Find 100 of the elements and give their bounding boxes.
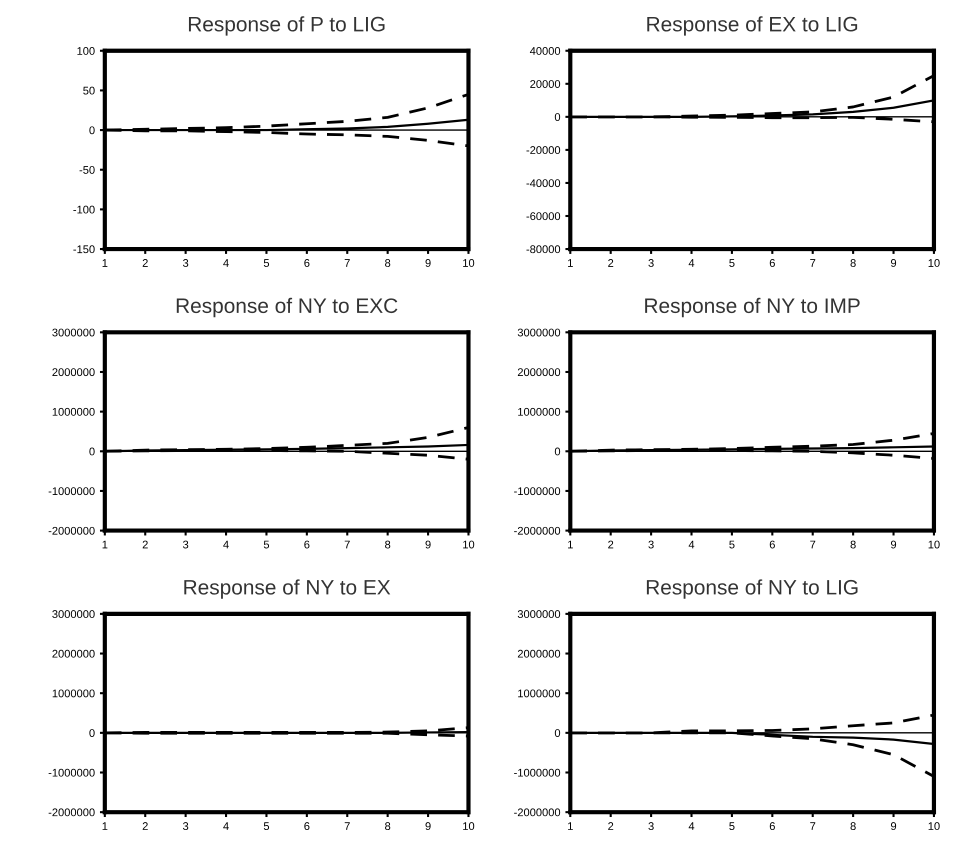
x-tick-label: 3 <box>182 540 188 548</box>
y-tick-label: 100 <box>77 47 95 55</box>
x-tick-label: 9 <box>426 540 431 548</box>
x-tick-label: 4 <box>223 259 229 267</box>
y-tick-label: -2000000 <box>514 808 560 816</box>
y-tick-label: 1000000 <box>52 689 95 698</box>
x-tick-label: 5 <box>729 822 735 830</box>
y-tick-label: -50 <box>80 166 95 174</box>
y-tick-label: 2000000 <box>518 368 560 376</box>
x-tick-label: 7 <box>810 822 816 830</box>
x-tick-label: 9 <box>890 822 896 830</box>
x-tick-label: 8 <box>385 540 390 548</box>
x-tick-label: 2 <box>608 259 614 267</box>
x-tick-label: 10 <box>928 540 940 548</box>
x-tick-label: 5 <box>264 540 270 548</box>
y-tick-label: 3000000 <box>518 610 560 618</box>
x-tick-label: 4 <box>688 259 694 267</box>
x-tick-label: 2 <box>608 822 614 830</box>
x-tick-label: 9 <box>890 259 896 267</box>
y-tick-label: 0 <box>89 729 95 737</box>
x-tick-label: 2 <box>142 540 148 548</box>
x-tick-label: 7 <box>344 540 350 548</box>
x-tick-label: 6 <box>770 540 775 548</box>
y-tick-label: 1000000 <box>518 408 560 416</box>
x-tick-label: 4 <box>688 822 694 830</box>
chart-title: Response of EX to LIG <box>647 16 858 36</box>
chart-title: Response of P to LIG <box>188 16 385 36</box>
x-tick-label: 5 <box>264 259 270 267</box>
x-tick-label: 3 <box>182 822 188 830</box>
y-tick-label: -40000 <box>526 179 560 188</box>
y-tick-label: 40000 <box>530 47 560 55</box>
y-tick-label: -100 <box>73 206 95 214</box>
y-tick-label: -1000000 <box>48 487 95 496</box>
y-tick-label: -1000000 <box>514 768 560 777</box>
x-tick-label: 10 <box>463 822 474 830</box>
x-tick-label: 9 <box>426 259 431 267</box>
x-tick-label: 1 <box>102 259 108 267</box>
y-tick-label: -2000000 <box>48 808 95 816</box>
y-tick-label: -150 <box>73 245 95 254</box>
y-tick-label: 0 <box>554 113 560 121</box>
chart-title: Response of NY to EXC <box>176 298 398 318</box>
x-tick-label: 6 <box>770 259 775 267</box>
x-tick-label: 6 <box>304 259 310 267</box>
y-tick-label: 2000000 <box>52 650 95 658</box>
x-tick-label: 10 <box>463 259 474 267</box>
x-tick-label: 9 <box>890 540 896 548</box>
y-tick-label: -2000000 <box>514 526 560 535</box>
x-tick-label: 2 <box>142 259 148 267</box>
x-tick-label: 4 <box>223 540 229 548</box>
y-tick-label: 0 <box>89 126 95 134</box>
x-tick-label: 3 <box>648 259 654 267</box>
x-tick-label: 10 <box>928 259 940 267</box>
x-tick-label: 3 <box>182 259 188 267</box>
x-tick-label: 6 <box>770 822 775 830</box>
y-tick-label: 0 <box>89 448 95 456</box>
x-tick-label: 4 <box>688 540 694 548</box>
chart-title: Response of NY to IMP <box>645 298 860 318</box>
y-tick-label: -1000000 <box>514 487 560 496</box>
y-tick-label: 2000000 <box>52 368 95 376</box>
x-tick-label: 10 <box>928 822 940 830</box>
x-tick-label: 7 <box>810 540 816 548</box>
x-tick-label: 5 <box>264 822 270 830</box>
x-tick-label: 3 <box>648 822 654 830</box>
x-tick-label: 9 <box>426 822 431 830</box>
y-tick-label: 0 <box>554 729 560 737</box>
x-tick-label: 7 <box>810 259 816 267</box>
x-tick-label: 8 <box>850 259 856 267</box>
x-tick-label: 2 <box>142 822 148 830</box>
y-tick-label: 2000000 <box>518 650 560 658</box>
x-tick-label: 8 <box>850 822 856 830</box>
x-tick-label: 8 <box>385 259 390 267</box>
y-tick-label: 3000000 <box>52 610 95 618</box>
x-tick-label: 7 <box>344 259 350 267</box>
x-tick-label: 1 <box>102 540 108 548</box>
x-tick-label: 7 <box>344 822 350 830</box>
chart-title: Response of NY to LIG <box>646 579 858 599</box>
x-tick-label: 1 <box>568 822 573 830</box>
y-tick-label: 1000000 <box>518 689 560 698</box>
x-tick-label: 6 <box>304 822 310 830</box>
x-tick-label: 1 <box>568 259 573 267</box>
y-tick-label: -60000 <box>526 212 560 220</box>
x-tick-label: 3 <box>648 540 654 548</box>
chart-title: Response of NY to EX <box>184 579 390 599</box>
x-tick-label: 8 <box>850 540 856 548</box>
x-tick-label: 2 <box>608 540 614 548</box>
x-tick-label: 6 <box>304 540 310 548</box>
y-tick-label: 20000 <box>530 80 560 88</box>
y-tick-label: -1000000 <box>48 768 95 777</box>
x-tick-label: 8 <box>385 822 390 830</box>
y-tick-label: 1000000 <box>52 408 95 416</box>
y-tick-label: -20000 <box>526 146 560 154</box>
y-tick-label: -80000 <box>526 245 560 254</box>
x-tick-label: 1 <box>102 822 108 830</box>
x-tick-label: 4 <box>223 822 229 830</box>
y-tick-label: 3000000 <box>518 328 560 336</box>
y-tick-label: 0 <box>554 448 560 456</box>
y-tick-label: -2000000 <box>48 526 95 535</box>
x-tick-label: 5 <box>729 259 735 267</box>
y-tick-label: 3000000 <box>52 328 95 336</box>
x-tick-label: 1 <box>568 540 573 548</box>
